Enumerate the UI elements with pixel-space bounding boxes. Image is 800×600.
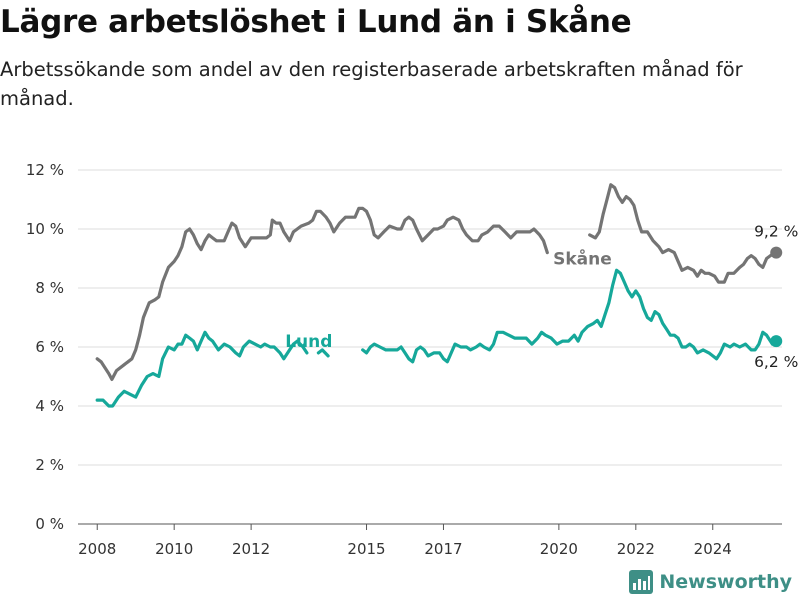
x-tick-label: 2024	[694, 540, 732, 558]
end-value-label-skane: 9,2 %	[754, 223, 798, 241]
end-value-label-lund: 6,2 %	[754, 353, 798, 371]
x-tick-label: 2008	[78, 540, 116, 558]
brand-logo: Newsworthy	[629, 570, 792, 594]
series-layer	[95, 183, 783, 408]
series-line-lund-2	[316, 348, 330, 358]
brand-name: Newsworthy	[659, 571, 792, 593]
x-tick-label: 2022	[617, 540, 655, 558]
series-endpoint-lund	[770, 335, 783, 348]
series-line-skane-2	[588, 183, 778, 284]
chart-subtitle: Arbetssökande som andel av den registerb…	[0, 58, 743, 110]
newsworthy-logo-icon	[629, 570, 654, 594]
x-tick-label: 2020	[540, 540, 578, 558]
series-line-lund	[95, 330, 309, 408]
grid-layer	[78, 169, 782, 466]
series-label-skane: Skåne	[553, 248, 612, 270]
y-tick-label: 8 %	[35, 279, 64, 297]
x-tick-label: 2012	[232, 540, 270, 558]
y-tick-label: 0 %	[35, 515, 64, 533]
series-line-skane	[95, 206, 549, 381]
y-tick-label: 2 %	[35, 456, 64, 474]
chart-title: Lägre arbetslöshet i Lund än i Skåne	[0, 4, 632, 40]
y-tick-label: 12 %	[26, 161, 64, 179]
label-layer: Skåne Lund 9,2 % 6,2 %	[285, 223, 798, 372]
series-endpoint-skane	[770, 246, 783, 259]
series-line-lund-3	[361, 268, 778, 364]
axis-layer: 0 % 2 % 4 % 6 % 8 % 10 % 12 % 2008 2010 2012 2015 2…	[26, 161, 782, 558]
x-tick-label: 2015	[347, 540, 385, 558]
y-tick-label: 6 %	[35, 338, 64, 356]
y-tick-label: 10 %	[26, 220, 64, 238]
x-tick-label: 2017	[424, 540, 462, 558]
x-tick-label: 2010	[155, 540, 193, 558]
y-tick-label: 4 %	[35, 397, 64, 415]
series-label-lund: Lund	[285, 332, 332, 352]
